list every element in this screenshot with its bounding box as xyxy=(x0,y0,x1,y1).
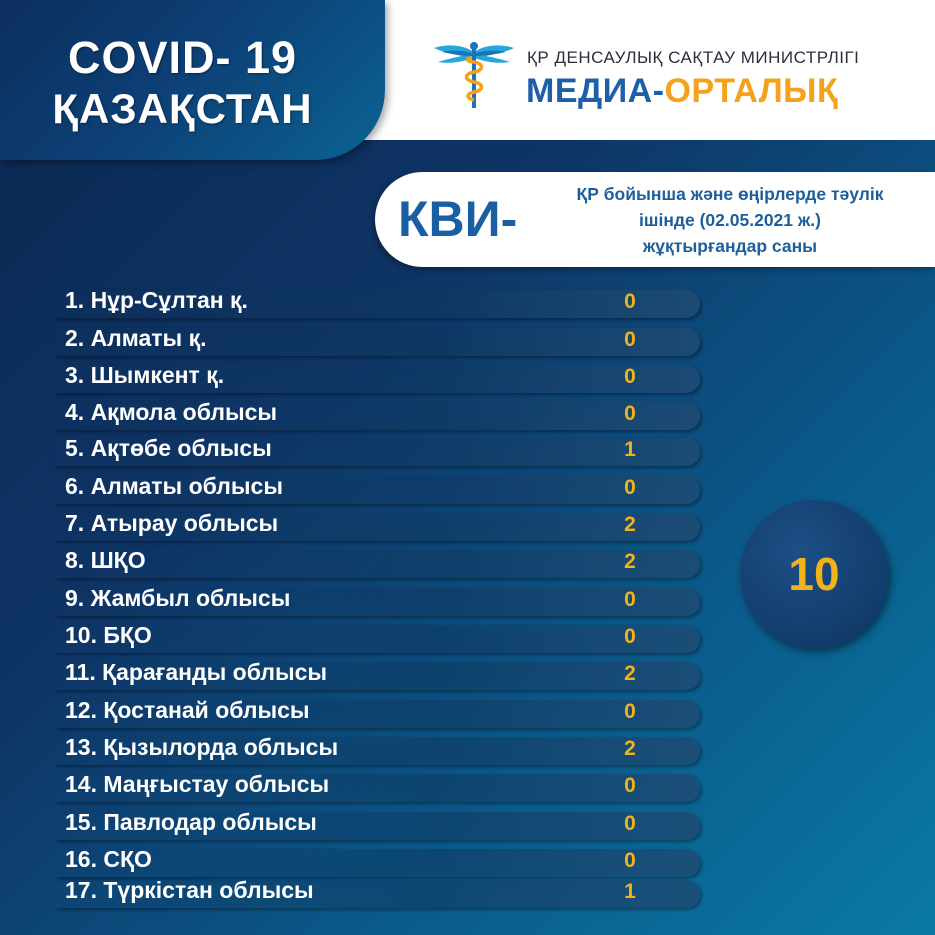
region-value: 0 xyxy=(624,812,636,835)
region-label: 8. ШҚО xyxy=(65,547,146,573)
region-value: 2 xyxy=(624,737,636,760)
region-row: 7. Атырау облысы 2 xyxy=(55,510,700,541)
kvi-desc-line3: жұқтырғандар саны xyxy=(642,236,818,256)
region-row: 2. Алматы қ. 0 xyxy=(55,325,700,356)
region-label: 9. Жамбыл облысы xyxy=(65,585,291,611)
region-row: 11. Қарағанды облысы 2 xyxy=(55,659,700,690)
region-row: 9. Жамбыл облысы 0 xyxy=(55,585,700,616)
region-value: 0 xyxy=(624,290,636,313)
region-label: 15. Павлодар облысы xyxy=(65,809,317,835)
region-row: 12. Қостанай облысы 0 xyxy=(55,697,700,728)
covid-badge: COVID- 19 ҚАЗАҚСТАН xyxy=(0,0,385,160)
region-row: 15. Павлодар облысы 0 xyxy=(55,809,700,840)
region-value: 0 xyxy=(624,476,636,499)
region-label: 10. БҚО xyxy=(65,622,152,648)
region-label: 2. Алматы қ. xyxy=(65,325,207,351)
region-value: 0 xyxy=(624,849,636,872)
region-value: 2 xyxy=(624,550,636,573)
region-label: 14. Маңғыстау облысы xyxy=(65,771,330,797)
region-value: 0 xyxy=(624,365,636,388)
kvi-desc-line1: ҚР бойынша және өңірлерде тәулік xyxy=(576,184,884,204)
total-value: 10 xyxy=(788,548,840,600)
region-value: 0 xyxy=(624,625,636,648)
kvi-banner xyxy=(375,172,935,267)
region-label: 16. СҚО xyxy=(65,846,152,872)
total-circle: 10 xyxy=(740,500,888,648)
region-value: 0 xyxy=(624,774,636,797)
region-value: 2 xyxy=(624,513,636,536)
covid-title: COVID- 19 xyxy=(67,32,298,83)
region-label: 4. Ақмола облысы xyxy=(65,399,278,425)
region-row: 8. ШҚО 2 xyxy=(55,547,700,578)
region-row: 17. Түркістан облысы 1 xyxy=(55,877,700,908)
region-label: 5. Ақтөбе облысы xyxy=(65,435,272,461)
region-value: 0 xyxy=(624,328,636,351)
caduceus-icon xyxy=(434,42,514,108)
region-row: 4. Ақмола облысы 0 xyxy=(55,399,700,430)
region-label: 11. Қарағанды облысы xyxy=(65,659,328,685)
country-title: ҚАЗАҚСТАН xyxy=(52,85,313,132)
region-row: 5. Ақтөбе облысы 1 xyxy=(55,435,700,466)
region-label: 12. Қостанай облысы xyxy=(65,697,310,723)
media-text-part1: МЕДИА- xyxy=(526,72,665,110)
region-row: 1. Нұр-Сұлтан қ. 0 xyxy=(55,287,700,318)
region-row: 13. Қызылорда облысы 2 xyxy=(55,734,700,765)
region-value: 1 xyxy=(624,438,636,461)
region-value: 1 xyxy=(624,880,636,903)
media-center-logo-text: МЕДИА-ОРТАЛЫҚ xyxy=(526,72,838,111)
kvi-description: ҚР бойынша және өңірлерде тәулік ішінде … xyxy=(530,181,930,259)
region-value: 0 xyxy=(624,700,636,723)
region-label: 17. Түркістан облысы xyxy=(65,877,314,903)
region-value: 0 xyxy=(624,588,636,611)
region-value: 0 xyxy=(624,402,636,425)
region-label: 13. Қызылорда облысы xyxy=(65,734,339,760)
region-row: 3. Шымкент қ. 0 xyxy=(55,362,700,393)
kvi-label: КВИ- xyxy=(398,191,518,247)
ministry-name: ҚР ДЕНСАУЛЫҚ САҚТАУ МИНИСТРЛІГІ xyxy=(527,48,860,67)
region-label: 6. Алматы облысы xyxy=(65,473,283,499)
region-label: 3. Шымкент қ. xyxy=(65,362,225,388)
region-value: 2 xyxy=(624,662,636,685)
media-text-part2: ОРТАЛЫҚ xyxy=(664,72,839,110)
region-row: 6. Алматы облысы 0 xyxy=(55,473,700,504)
region-row: 10. БҚО 0 xyxy=(55,622,700,653)
region-row: 14. Маңғыстау облысы 0 xyxy=(55,771,700,802)
kvi-desc-line2: ішінде (02.05.2021 ж.) xyxy=(639,210,821,230)
region-label: 7. Атырау облысы xyxy=(65,510,279,536)
region-row: 16. СҚО 0 xyxy=(55,846,700,877)
region-label: 1. Нұр-Сұлтан қ. xyxy=(65,287,248,313)
